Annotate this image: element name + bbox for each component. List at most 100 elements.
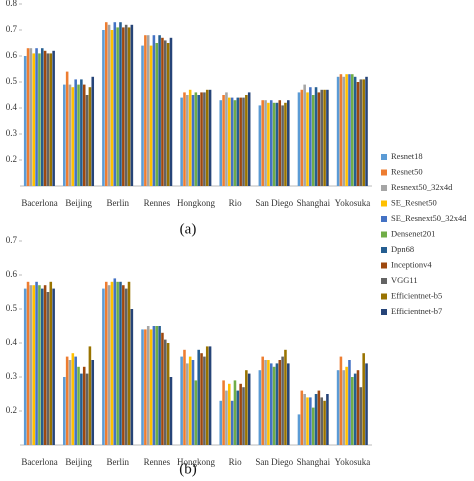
bar [104, 22, 108, 187]
bar [158, 35, 161, 187]
bar [323, 89, 326, 186]
bar [119, 22, 122, 187]
bar [169, 37, 173, 186]
y-tick-label: 0.3 [6, 371, 18, 381]
bar [320, 397, 324, 445]
bar [351, 377, 354, 445]
bar [161, 37, 164, 186]
bar [80, 79, 83, 186]
bar [242, 97, 245, 186]
bar [146, 326, 150, 445]
bar [155, 326, 159, 445]
legend-label: Resnet50 [391, 166, 423, 176]
bar [107, 285, 111, 445]
legend-label: Inceptionv4 [391, 259, 432, 269]
bar [116, 27, 119, 187]
bar [63, 84, 66, 186]
bar [233, 100, 237, 186]
bar [122, 27, 125, 187]
bar [342, 370, 346, 445]
bar [166, 343, 170, 445]
x-tick-label: Shanghai [297, 198, 331, 208]
x-tick-label: Yokosuka [335, 457, 371, 467]
bar [300, 89, 304, 186]
bar [233, 380, 237, 445]
x-tick-label: Berlin [107, 198, 130, 208]
bar [208, 89, 212, 186]
x-tick-label: San Diego [255, 457, 293, 467]
bar [278, 100, 282, 186]
bar [281, 356, 284, 445]
bar [306, 92, 309, 186]
x-tick-label: Yokosuka [335, 198, 371, 208]
bar [345, 74, 348, 186]
bar [345, 366, 348, 445]
bar [43, 50, 47, 186]
y-tick-label: 0.4 [6, 337, 18, 347]
bar [49, 281, 53, 445]
bar [80, 373, 83, 445]
bar [258, 370, 262, 445]
bar [188, 356, 192, 445]
bar [82, 366, 86, 445]
caption: (a) [180, 221, 197, 237]
bar [194, 92, 198, 186]
bar [208, 346, 212, 445]
bar [119, 281, 122, 445]
bar [219, 400, 223, 445]
legend-swatch [381, 293, 387, 300]
bar [40, 48, 44, 187]
y-tick-label: 0.6 [6, 269, 18, 279]
x-tick-label: Rio [229, 198, 243, 208]
bar [297, 92, 301, 186]
bar [88, 87, 92, 186]
bar [205, 89, 209, 186]
bar [38, 285, 41, 445]
bar [102, 30, 105, 186]
bar [127, 27, 131, 187]
bar [261, 100, 264, 186]
bar [149, 45, 153, 186]
bar [339, 356, 343, 445]
bar [219, 100, 223, 186]
bar [317, 390, 321, 445]
bar [230, 400, 234, 445]
bar [264, 100, 267, 186]
bar [26, 281, 30, 445]
bar [130, 309, 134, 445]
legend-label: Resnext50_32x4d [391, 182, 453, 192]
bar [245, 370, 248, 445]
y-tick-label: 0.4 [6, 102, 18, 112]
bar [194, 380, 198, 445]
bar [309, 87, 312, 186]
bar [197, 95, 200, 186]
y-tick-label: 0.8 [6, 0, 18, 8]
bar [311, 95, 315, 186]
bar [110, 30, 114, 186]
bar [314, 394, 318, 445]
bar [264, 360, 267, 445]
bar [29, 48, 33, 187]
bar [183, 349, 186, 445]
bar [284, 349, 287, 445]
bar [166, 43, 170, 186]
bar [110, 281, 114, 445]
x-tick-label: Shanghai [297, 457, 331, 467]
y-tick-label: 0.2 [6, 405, 17, 415]
bar [200, 353, 203, 445]
bar [191, 360, 195, 445]
bar [303, 394, 306, 445]
bar [258, 105, 262, 186]
bar [35, 281, 38, 445]
y-tick-label: 0.7 [6, 235, 18, 245]
bar [91, 76, 95, 186]
bar [113, 22, 117, 187]
y-tick-label: 0.3 [6, 128, 18, 138]
bar [43, 285, 47, 445]
bar [228, 97, 231, 186]
bar [222, 380, 225, 445]
bar [225, 390, 228, 445]
legend-label: Efficientnet-b5 [391, 290, 442, 300]
bar [146, 35, 150, 187]
bar [247, 373, 251, 445]
